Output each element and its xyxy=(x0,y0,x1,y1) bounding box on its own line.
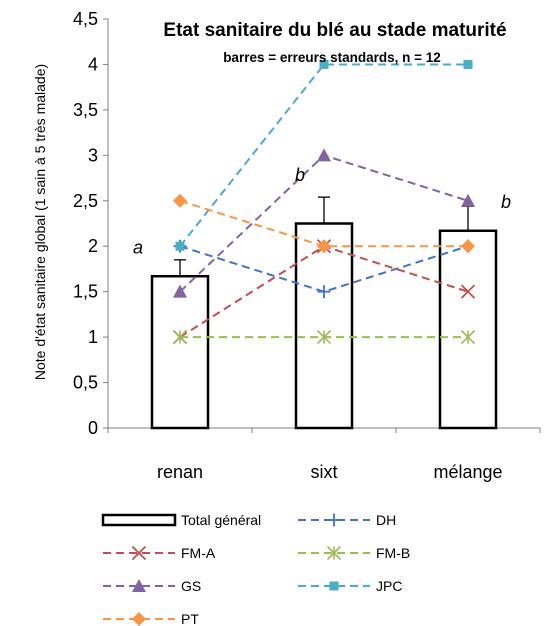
x-tick-label: sixt xyxy=(311,462,338,482)
point-jpc xyxy=(463,59,473,69)
x-tick-label: renan xyxy=(157,462,203,482)
y-tick-label: 1 xyxy=(88,327,98,347)
chart-subtitle: barres = erreurs standards, n = 12 xyxy=(223,50,441,65)
bar xyxy=(150,274,210,430)
point-jpc xyxy=(319,59,329,69)
y-tick-label: 4 xyxy=(88,54,98,74)
point-fm-b xyxy=(460,330,476,345)
y-axis-label: Note d'état sanitaire global (1 sain à 5… xyxy=(32,64,48,380)
point-gs xyxy=(317,148,331,162)
legend-label: DH xyxy=(376,512,396,528)
legend-label: PT xyxy=(181,611,199,626)
y-tick-label: 3 xyxy=(88,145,98,165)
y-tick-label: 2,5 xyxy=(73,191,98,211)
y-tick-label: 0,5 xyxy=(73,373,98,393)
bars-group xyxy=(150,196,498,430)
y-tick-label: 3,5 xyxy=(73,100,98,120)
legend-item: FM-B xyxy=(298,545,410,561)
legend-label: FM-A xyxy=(181,545,216,561)
legend-marker xyxy=(329,581,339,591)
legend-item: DH xyxy=(298,512,396,528)
bar xyxy=(438,229,498,430)
legend-swatch-bar xyxy=(101,513,177,527)
point-pt xyxy=(173,193,187,208)
legend: Total général DH FM-A FM-B GS JPC PT xyxy=(101,512,410,626)
significance-letter: b xyxy=(501,192,511,212)
legend-item: Total général xyxy=(101,512,261,528)
point-gs xyxy=(461,193,475,207)
x-tick-label: mélange xyxy=(433,462,502,482)
point-dh xyxy=(317,285,331,299)
y-tick-label: 2 xyxy=(88,236,98,256)
point-fm-b xyxy=(316,330,332,345)
significance-letter: b xyxy=(295,165,305,185)
legend-label: Total général xyxy=(181,512,261,528)
point-jpc xyxy=(175,241,185,251)
legend-item: FM-A xyxy=(103,545,216,561)
legend-label: GS xyxy=(181,578,201,594)
y-tick-label: 1,5 xyxy=(73,282,98,302)
legend-item: JPC xyxy=(298,578,402,594)
point-fm-b xyxy=(172,330,188,345)
legend-marker xyxy=(132,612,146,626)
bar xyxy=(294,222,354,430)
legend-marker xyxy=(327,513,341,527)
point-fm-a xyxy=(460,284,476,299)
legend-marker xyxy=(131,545,147,561)
legend-label: FM-B xyxy=(376,545,410,561)
legend-marker xyxy=(132,579,146,592)
legend-item: GS xyxy=(103,578,201,594)
y-tick-label: 4,5 xyxy=(73,9,98,29)
significance-letters: a b b xyxy=(133,165,511,258)
series-group xyxy=(172,59,476,345)
axes: 0 0,5 1 1,5 2 2,5 3 3,5 4 4,5 renan sixt mélange xyxy=(73,9,541,482)
series-line-dh xyxy=(179,245,469,293)
significance-letter: a xyxy=(133,237,143,257)
series-line-pt xyxy=(179,199,468,248)
legend-marker xyxy=(326,545,342,561)
series-line-jpc xyxy=(179,63,468,247)
point-gs xyxy=(173,284,187,298)
y-tick-label: 0 xyxy=(88,418,98,438)
legend-item: PT xyxy=(103,611,199,626)
point-pt xyxy=(461,239,475,254)
chart-title: Etat sanitaire du blé au stade maturité xyxy=(163,20,506,41)
point-pt xyxy=(317,239,331,254)
legend-label: JPC xyxy=(376,578,402,594)
